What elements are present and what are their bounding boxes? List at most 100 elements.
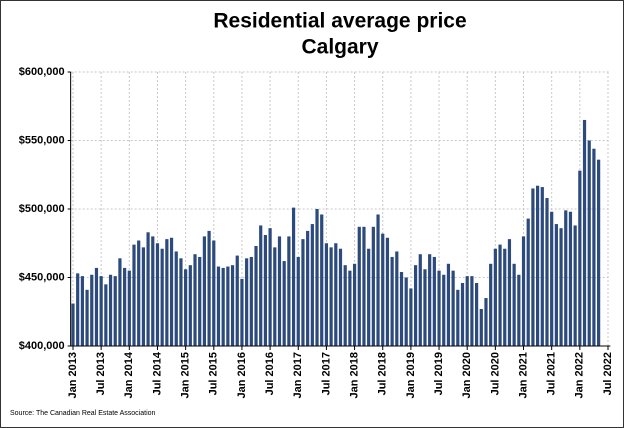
bar <box>451 270 455 346</box>
bar <box>395 251 399 346</box>
bar <box>104 284 108 346</box>
bar <box>245 258 249 346</box>
bar <box>489 263 493 346</box>
bar <box>390 256 394 346</box>
bar <box>385 237 390 346</box>
bar <box>263 235 268 346</box>
bar <box>456 289 460 346</box>
bar <box>85 289 89 346</box>
bar <box>413 265 418 346</box>
bar <box>404 277 408 346</box>
bar <box>554 224 558 346</box>
bar <box>597 159 601 346</box>
bar <box>160 248 164 346</box>
bar <box>503 248 507 346</box>
bar <box>592 148 596 346</box>
bar <box>437 270 441 346</box>
bar <box>282 261 286 346</box>
bar <box>287 236 291 346</box>
x-tick-label: Jul 2020 <box>489 352 501 395</box>
bar <box>141 247 145 346</box>
bar <box>207 230 211 346</box>
bar <box>259 225 263 346</box>
bar <box>428 254 432 346</box>
bar <box>536 185 540 346</box>
x-tick-label: Jul 2021 <box>546 352 558 395</box>
x-tick-label: Jan 2021 <box>517 352 529 398</box>
bar <box>573 225 577 346</box>
x-tick-label: Jul 2022 <box>602 352 614 395</box>
bar <box>76 273 80 346</box>
x-tick-label: Jan 2018 <box>348 352 360 398</box>
bar <box>212 240 216 346</box>
bar <box>127 270 131 346</box>
bar <box>123 267 127 346</box>
bar <box>446 263 451 346</box>
bar <box>188 265 192 346</box>
bar <box>343 265 347 346</box>
bar <box>409 288 413 346</box>
bar <box>329 247 333 346</box>
bar <box>221 267 225 346</box>
bar <box>334 243 338 346</box>
bar <box>338 248 343 346</box>
bar <box>179 258 183 346</box>
bar <box>423 269 427 346</box>
x-tick-label: Jan 2016 <box>236 352 248 398</box>
bar <box>371 226 375 346</box>
bar <box>108 274 113 346</box>
bar <box>277 236 282 346</box>
source-note: Source: The Canadian Real Estate Associa… <box>10 410 156 417</box>
x-tick-label: Jul 2013 <box>95 352 107 395</box>
bar <box>94 267 99 346</box>
y-tick-label: $450,000 <box>19 271 65 283</box>
bar <box>235 255 239 346</box>
bar <box>564 210 568 346</box>
bar <box>310 224 314 346</box>
bar <box>578 170 582 346</box>
bar <box>90 274 94 346</box>
bar <box>174 251 178 346</box>
bar <box>146 232 150 346</box>
x-tick-label: Jan 2014 <box>123 351 135 398</box>
bar <box>249 256 253 346</box>
bar <box>184 269 188 346</box>
bar <box>484 298 488 346</box>
bar <box>240 278 244 346</box>
bar <box>296 256 300 346</box>
bar <box>559 228 563 346</box>
bar <box>474 282 479 346</box>
x-tick-label: Jan 2015 <box>180 352 192 398</box>
bar <box>531 188 535 346</box>
bar <box>137 240 141 346</box>
x-tick-label: Jul 2014 <box>151 351 163 395</box>
bar <box>587 140 591 346</box>
bar <box>545 198 549 346</box>
bar <box>193 254 197 346</box>
bar <box>151 236 155 346</box>
chart-title: Residential average price <box>213 10 466 33</box>
bar <box>493 248 497 346</box>
bar <box>465 276 469 346</box>
bar <box>367 248 371 346</box>
bar <box>550 211 554 346</box>
y-tick-label: $400,000 <box>19 340 65 352</box>
bar <box>470 276 474 346</box>
bar <box>498 244 502 346</box>
x-tick-label: Jul 2019 <box>433 352 445 395</box>
x-tick-label: Jan 2013 <box>67 352 79 398</box>
bar <box>306 230 310 346</box>
bar <box>132 244 136 346</box>
bar <box>357 226 361 346</box>
y-tick-label: $550,000 <box>19 134 65 146</box>
bar <box>582 119 587 346</box>
bar <box>320 214 324 346</box>
y-tick-label: $600,000 <box>19 66 65 78</box>
bar <box>301 239 305 346</box>
x-tick-label: Jan 2019 <box>405 352 417 398</box>
bar <box>118 258 122 346</box>
chart-subtitle: Calgary <box>301 36 378 59</box>
bar <box>273 247 277 346</box>
